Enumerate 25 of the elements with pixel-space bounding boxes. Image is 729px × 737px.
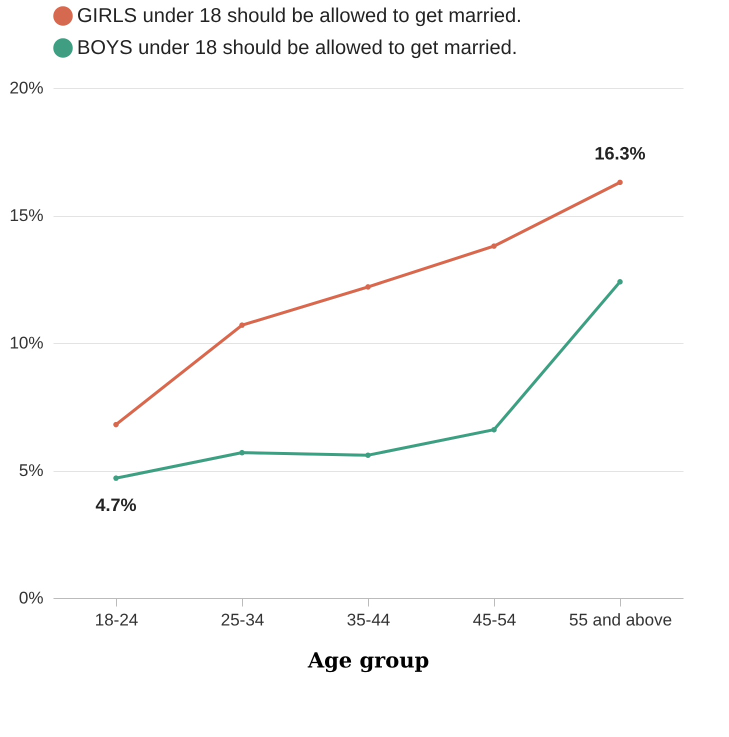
legend-label: BOYS under 18 should be allowed to get married. (77, 37, 518, 59)
x-tick-label: 35-44 (346, 610, 390, 630)
point (365, 452, 371, 458)
point (491, 426, 497, 432)
point (113, 422, 119, 428)
data-label: 4.7% (95, 495, 137, 516)
x-axis-title: Age group (306, 648, 430, 672)
point (491, 243, 497, 249)
x-tick-label: 25-34 (220, 610, 264, 630)
point (617, 279, 623, 285)
y-tick-label: 10% (9, 334, 44, 352)
y-tick-label: 20% (9, 78, 44, 98)
y-tick-label: 5% (18, 461, 44, 480)
y-tick-label: 0% (18, 588, 44, 608)
point (239, 450, 245, 456)
point (617, 180, 623, 186)
x-tick-label: 45-54 (472, 610, 516, 630)
point (239, 322, 245, 328)
data-label: 16.3% (594, 143, 646, 164)
legend-label: GIRLS under 18 should be allowed to get married. (77, 5, 522, 27)
x-tick-label: 55 and above (568, 610, 672, 630)
x-tick-label: 18-24 (94, 610, 138, 630)
point (113, 475, 119, 481)
y-tick-label: 15% (9, 206, 44, 225)
point (365, 284, 371, 290)
